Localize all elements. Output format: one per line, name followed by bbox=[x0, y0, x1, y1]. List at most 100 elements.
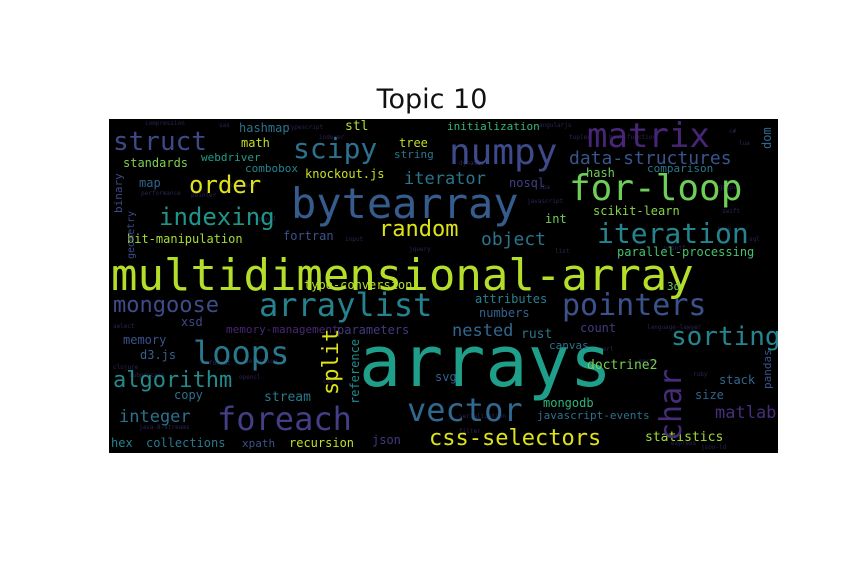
word-algorithm: algorithm bbox=[113, 368, 233, 393]
word-matlab: matlab bbox=[715, 403, 777, 423]
chart-title: Topic 10 bbox=[376, 84, 488, 115]
word-cloud: compression sas typescript indexer angularjs… bbox=[109, 119, 778, 453]
word-hashmap: hashmap bbox=[239, 121, 290, 135]
word-c-: c# bbox=[729, 128, 737, 135]
word-scipy: scipy bbox=[293, 132, 378, 165]
word-recursion: recursion bbox=[289, 436, 355, 450]
word-svg: svg bbox=[435, 370, 457, 384]
word-select: select bbox=[113, 323, 135, 330]
word-hash: hash bbox=[586, 166, 615, 180]
word-performance: performance bbox=[141, 190, 181, 197]
word-csv: csv bbox=[323, 378, 334, 385]
word-statistics: statistics bbox=[645, 430, 724, 445]
word-merge: merge bbox=[639, 358, 658, 365]
word-sas: sas bbox=[219, 122, 230, 129]
word-angularjs: angularjs bbox=[539, 122, 572, 129]
word-css-selectors: css-selectors bbox=[429, 426, 602, 451]
word-dom: dom bbox=[760, 127, 774, 149]
word-parameters: parameters bbox=[337, 323, 410, 337]
word-swift: swift bbox=[722, 208, 741, 215]
word-webdriver: webdriver bbox=[201, 151, 261, 164]
word-geometry: geometry bbox=[126, 210, 137, 259]
word-json: json bbox=[372, 433, 401, 447]
word-reference: reference bbox=[348, 338, 362, 404]
word-foreach: foreach bbox=[217, 400, 352, 438]
word-collections: collections bbox=[146, 436, 226, 450]
word-nosql: nosql bbox=[509, 176, 546, 190]
word-combobox: combobox bbox=[245, 162, 298, 175]
word-knockout-js: knockout.js bbox=[305, 167, 385, 181]
word-json-ld: json-ld bbox=[701, 444, 727, 451]
word-java-8-streams: java-8-streams bbox=[139, 424, 190, 431]
word-pointer: pointer bbox=[191, 192, 217, 199]
word-parallel-processing: parallel-processing bbox=[617, 245, 755, 259]
word-selection: selection bbox=[245, 358, 278, 365]
word-javascript-events: javascript-events bbox=[537, 409, 650, 422]
word-printf: printf bbox=[664, 245, 686, 252]
word-stack: stack bbox=[719, 373, 756, 387]
word-bytearray: bytearray bbox=[291, 179, 519, 228]
word-canvas: canvas bbox=[549, 339, 589, 352]
word-type-conversion: type-conversion bbox=[304, 278, 413, 292]
word-order: order bbox=[189, 171, 262, 199]
word-indexer: indexer bbox=[319, 134, 345, 141]
word-size: size bbox=[695, 388, 724, 402]
word-express: express bbox=[671, 440, 697, 447]
word-xsd: xsd bbox=[181, 315, 203, 329]
word-compression: compression bbox=[145, 120, 185, 127]
word-tree: tree bbox=[399, 136, 428, 150]
word-rotation: rotation bbox=[227, 182, 256, 189]
word-clojure: clojure bbox=[113, 364, 139, 371]
word-fortran: fortran bbox=[283, 229, 334, 243]
word-xpath: xpath bbox=[242, 437, 276, 450]
word-d3-js: d3.js bbox=[140, 348, 177, 362]
word-binary: binary bbox=[112, 173, 125, 213]
word-vector: vector bbox=[407, 391, 523, 429]
word-memory: memory bbox=[123, 333, 167, 347]
word-stream: stream bbox=[264, 390, 311, 405]
word-loops: loops bbox=[193, 334, 290, 372]
word-char: char bbox=[654, 368, 689, 441]
word-hash-function: hash-function bbox=[609, 134, 656, 141]
word-subprocess: subprocess bbox=[129, 372, 166, 379]
word-language-lawyer: language-lawyer bbox=[647, 324, 702, 331]
word-for-loop: for-loop bbox=[569, 168, 743, 209]
word-numbers: numbers bbox=[479, 306, 530, 320]
word-lua: lua bbox=[739, 140, 750, 147]
word-mongoose: mongoose bbox=[113, 293, 219, 318]
word-object: object bbox=[481, 229, 547, 250]
word-indexing: indexing bbox=[159, 203, 275, 231]
word-tuples: tuples bbox=[569, 134, 591, 141]
word-data-structures: data-structures bbox=[569, 148, 732, 169]
word-vba: vba bbox=[539, 184, 550, 191]
word-standards: standards bbox=[123, 156, 189, 170]
word-attributes: attributes bbox=[475, 292, 548, 306]
word-string: string bbox=[394, 148, 434, 161]
word-jquery: jquery bbox=[409, 246, 431, 253]
word-serialization: serialization bbox=[459, 413, 506, 420]
word-initialization: initialization bbox=[447, 120, 540, 133]
word-numpy: numpy bbox=[449, 132, 558, 173]
word-nested: nested bbox=[452, 321, 514, 341]
word-list: list bbox=[555, 248, 570, 255]
word-pointers: pointers bbox=[562, 288, 707, 323]
word-ruby: ruby bbox=[693, 371, 708, 378]
word-perl: perl bbox=[599, 346, 614, 353]
word-matrix: matrix bbox=[587, 119, 710, 156]
word-pandas: pandas bbox=[761, 349, 774, 389]
word-random: random bbox=[379, 217, 459, 242]
word-format: format bbox=[209, 360, 231, 367]
word-hex: hex bbox=[111, 436, 133, 450]
word-arrays: arrays bbox=[359, 321, 612, 403]
word-struct: struct bbox=[113, 127, 207, 157]
word-multidimensional-array: multidimensional-array bbox=[111, 250, 694, 301]
word-count: count bbox=[580, 321, 617, 335]
word-rust: rust bbox=[521, 327, 553, 342]
word-arraylist: arraylist bbox=[259, 286, 433, 324]
word-javascript: javascript bbox=[527, 198, 564, 205]
word-scikit-learn: scikit-learn bbox=[593, 204, 680, 218]
word-input: input bbox=[345, 236, 364, 243]
word-mongodb: mongodb bbox=[543, 396, 594, 410]
word-filter: filter bbox=[459, 428, 481, 435]
word-split: split bbox=[319, 328, 344, 395]
